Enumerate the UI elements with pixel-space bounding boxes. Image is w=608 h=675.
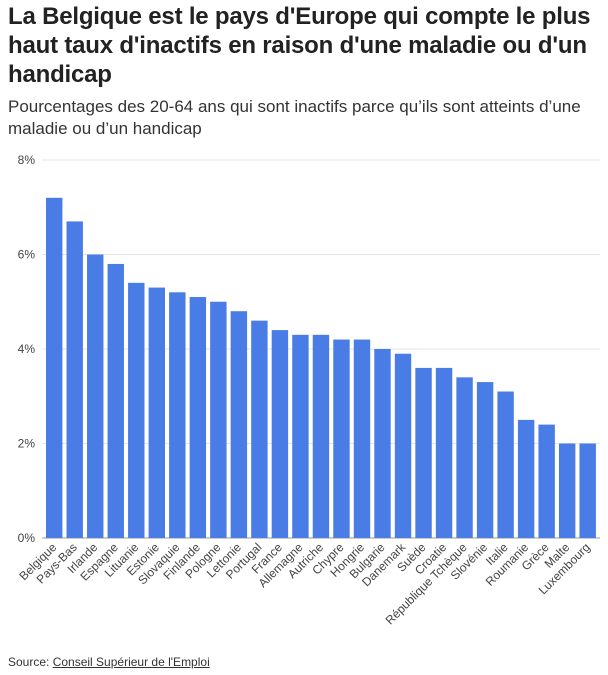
bar bbox=[251, 320, 268, 538]
bar bbox=[87, 254, 104, 538]
bar bbox=[230, 311, 248, 538]
bar bbox=[210, 301, 227, 538]
bar bbox=[312, 334, 330, 538]
bar bbox=[394, 353, 412, 538]
bar bbox=[169, 292, 186, 538]
bar-chart: 0%2%4%6%8%BelgiquePays-BasIrlandeEspagne… bbox=[16, 153, 600, 627]
y-tick-label: 4% bbox=[18, 342, 36, 356]
y-tick-label: 8% bbox=[18, 153, 36, 167]
bar bbox=[148, 287, 166, 538]
bar bbox=[353, 339, 371, 538]
y-tick-label: 6% bbox=[18, 248, 36, 262]
chart-subtitle: Pourcentages des 20-64 ans qui sont inac… bbox=[8, 97, 581, 138]
source-label: Source: bbox=[8, 655, 53, 669]
bar bbox=[517, 419, 535, 538]
bar bbox=[66, 221, 83, 539]
bar bbox=[333, 339, 350, 538]
bar bbox=[128, 282, 145, 538]
y-tick-label: 2% bbox=[18, 437, 36, 451]
bar bbox=[271, 330, 289, 538]
chart-title: La Belgique est le pays d'Europe qui com… bbox=[8, 3, 591, 88]
y-tick-label: 0% bbox=[18, 531, 36, 545]
bar bbox=[538, 424, 555, 538]
bar bbox=[189, 297, 207, 538]
bar bbox=[46, 197, 63, 539]
bar bbox=[476, 382, 494, 538]
bar bbox=[415, 367, 432, 538]
bar bbox=[497, 391, 514, 538]
bar bbox=[579, 443, 596, 538]
bar bbox=[435, 367, 453, 538]
bar bbox=[456, 377, 473, 538]
source-link[interactable]: Conseil Supérieur de l'Emploi bbox=[52, 655, 210, 669]
bar bbox=[292, 334, 309, 538]
bar bbox=[107, 263, 124, 538]
bar bbox=[374, 349, 391, 538]
source-note: Source: Conseil Supérieur de l'Emploi bbox=[8, 655, 210, 669]
bar bbox=[558, 443, 576, 538]
